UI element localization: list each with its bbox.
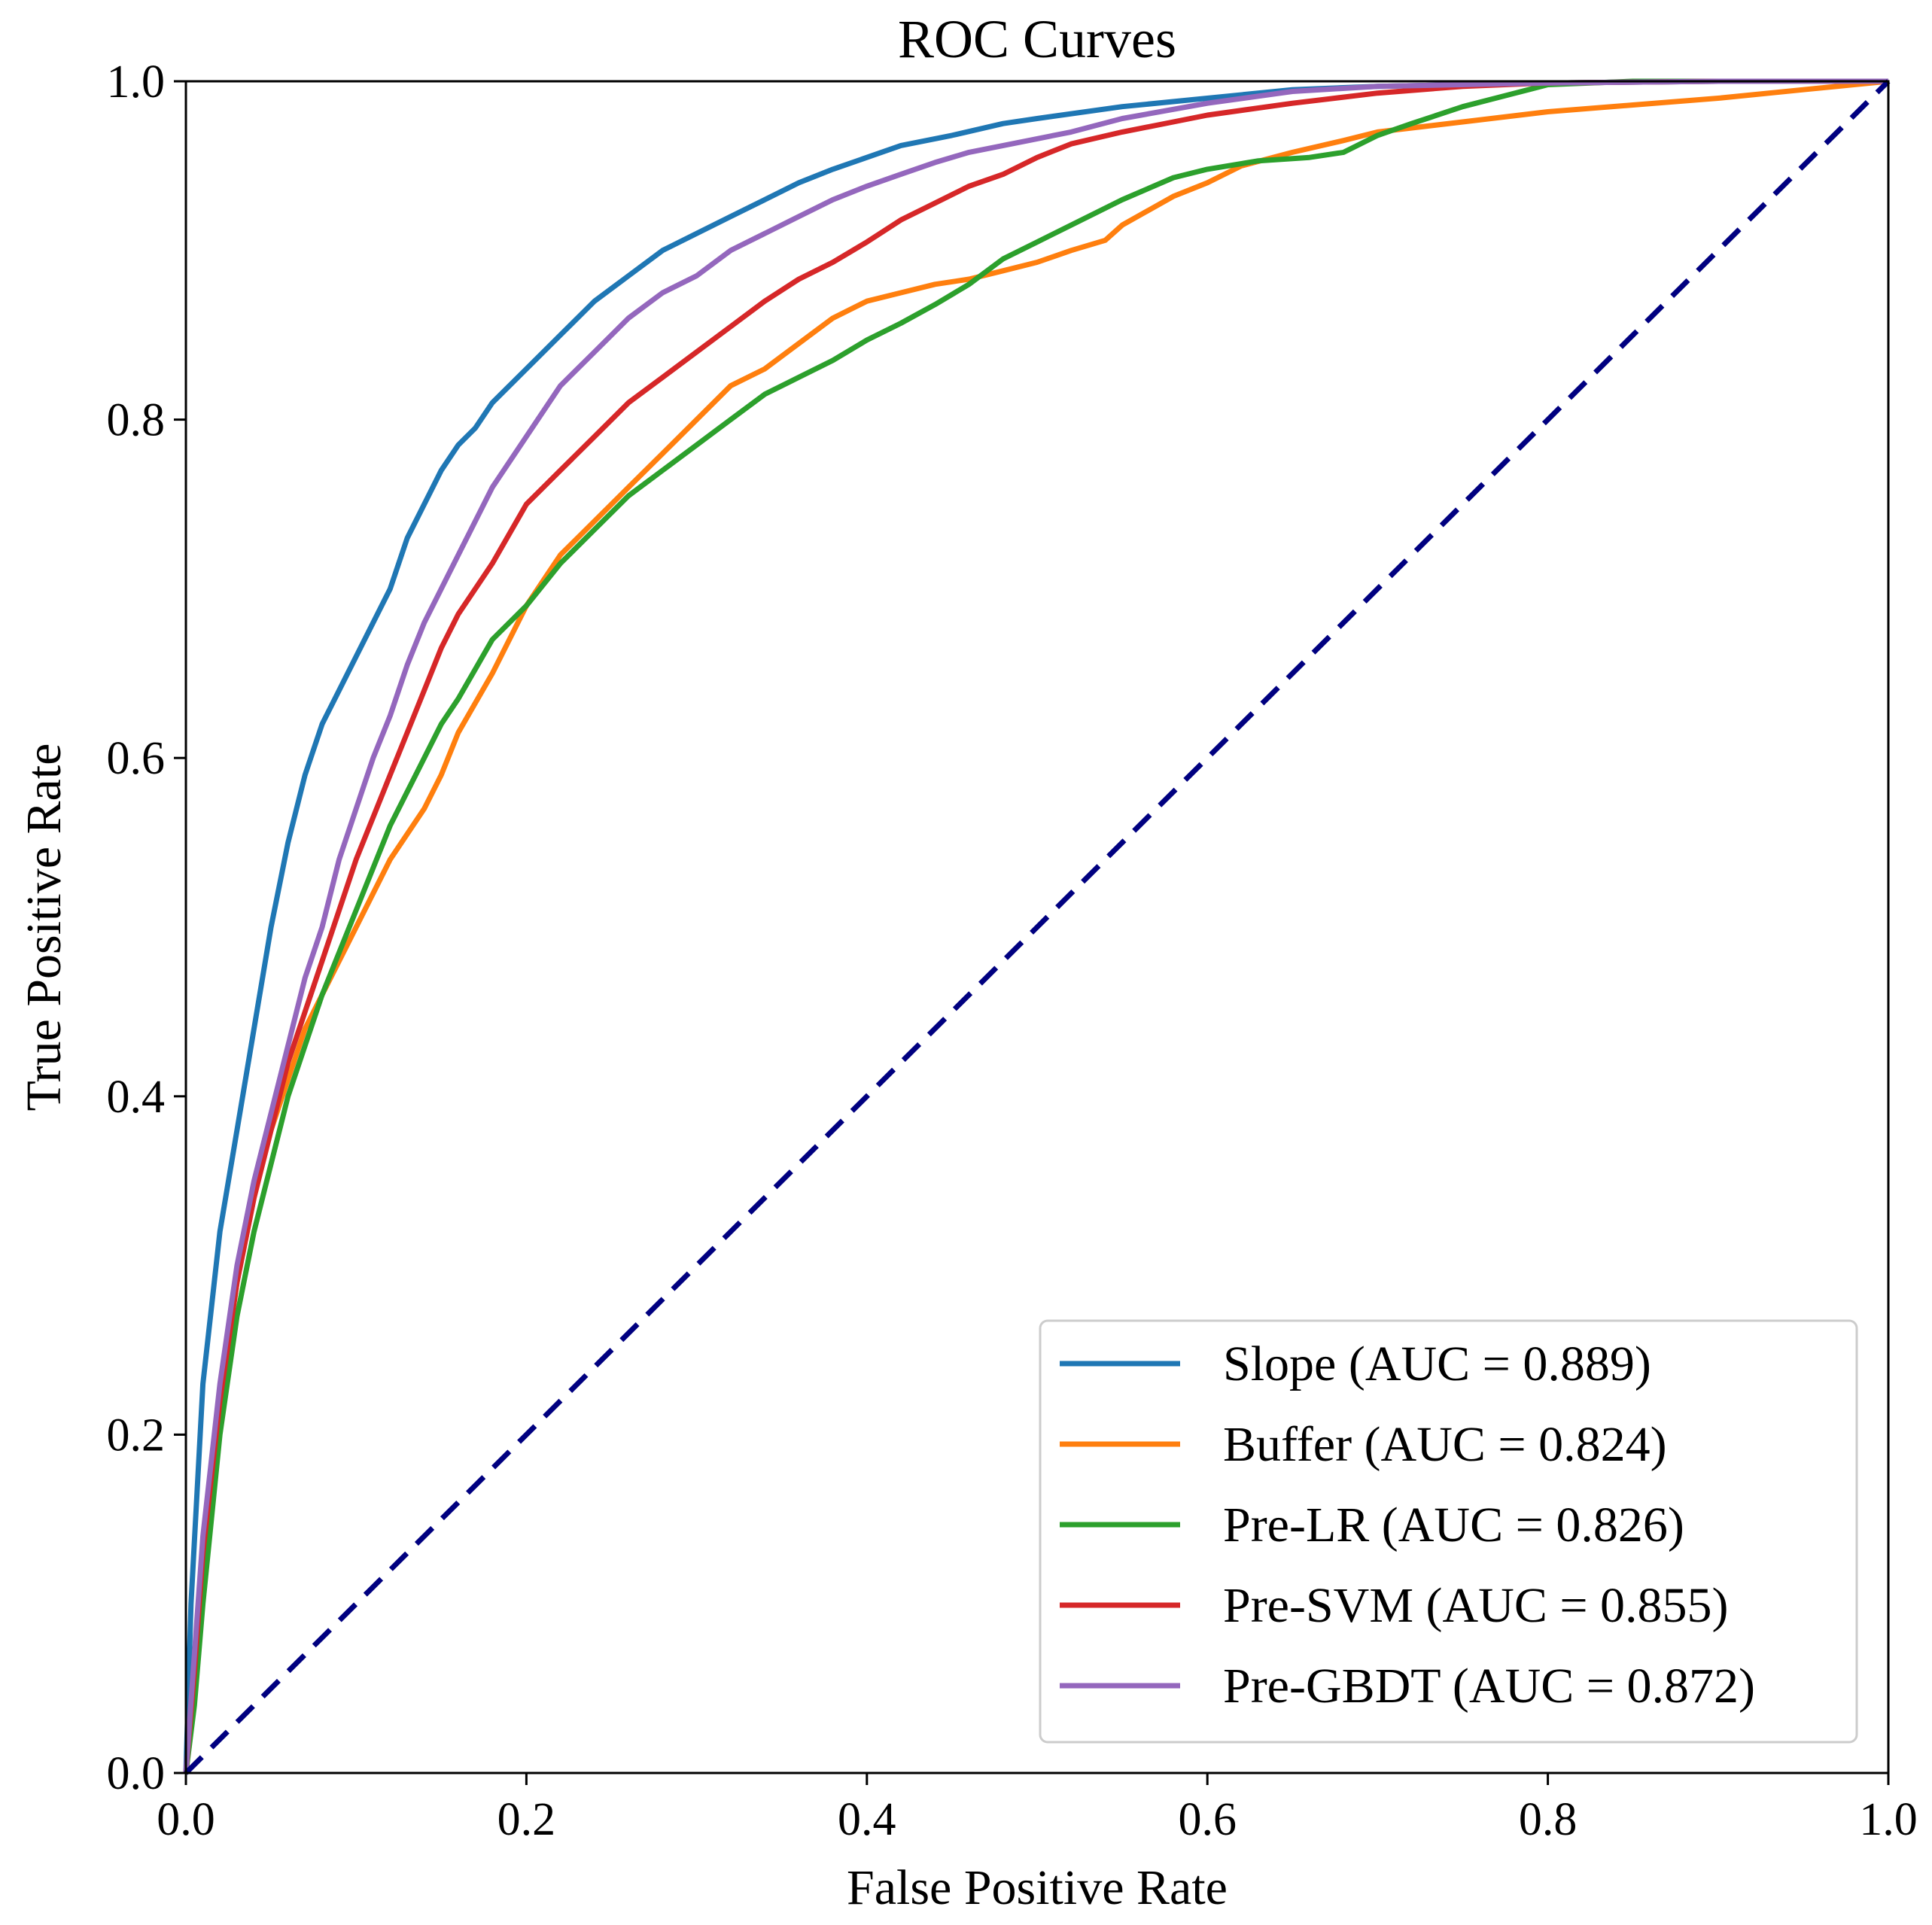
y-tick-label: 0.0 bbox=[107, 1748, 166, 1799]
legend-label: Slope (AUC = 0.889) bbox=[1223, 1337, 1651, 1391]
y-axis-label: True Positive Rate bbox=[17, 744, 71, 1112]
legend-label: Pre-LR (AUC = 0.826) bbox=[1223, 1498, 1684, 1552]
x-axis-label: False Positive Rate bbox=[847, 1860, 1228, 1915]
roc-curve-0 bbox=[183, 78, 1888, 1774]
legend-label: Pre-GBDT (AUC = 0.872) bbox=[1223, 1659, 1755, 1714]
y-tick-label: 1.0 bbox=[107, 56, 166, 108]
y-tick-label: 0.6 bbox=[107, 733, 166, 784]
roc-curve-4 bbox=[183, 78, 1888, 1774]
x-tick-label: 0.2 bbox=[497, 1794, 556, 1845]
legend-box bbox=[1039, 1319, 1858, 1744]
x-tick-label: 0.6 bbox=[1178, 1794, 1237, 1845]
roc-curve-1 bbox=[183, 78, 1889, 1774]
x-axis-ticks: 0.0 0.2 0.4 0.6 0.8 1.0 bbox=[157, 1773, 1918, 1845]
legend: Slope (AUC = 0.889) Buffer (AUC = 0.824) P… bbox=[1039, 1319, 1858, 1744]
roc-curves bbox=[183, 78, 1891, 1775]
chance-diagonal-line bbox=[184, 79, 1891, 1775]
chart-title: ROC Curves bbox=[898, 9, 1176, 69]
x-tick-label: 0.8 bbox=[1519, 1794, 1578, 1845]
x-tick-label: 0.4 bbox=[838, 1794, 896, 1845]
y-tick-label: 0.8 bbox=[107, 395, 166, 446]
legend-label: Buffer (AUC = 0.824) bbox=[1223, 1417, 1667, 1472]
roc-curve-3 bbox=[183, 78, 1888, 1774]
legend-entries: Slope (AUC = 0.889) Buffer (AUC = 0.824) P… bbox=[1060, 1337, 1755, 1714]
x-tick-label: 0.0 bbox=[157, 1794, 215, 1845]
y-tick-label: 0.2 bbox=[107, 1410, 166, 1461]
x-tick-label: 1.0 bbox=[1859, 1794, 1918, 1845]
legend-label: Pre-SVM (AUC = 0.855) bbox=[1223, 1578, 1729, 1633]
plot-frame bbox=[184, 80, 1890, 1774]
roc-curve-2 bbox=[183, 78, 1888, 1774]
y-tick-label: 0.4 bbox=[107, 1072, 166, 1123]
y-axis-ticks: 0.0 0.2 0.4 0.6 0.8 1.0 bbox=[107, 56, 186, 1799]
